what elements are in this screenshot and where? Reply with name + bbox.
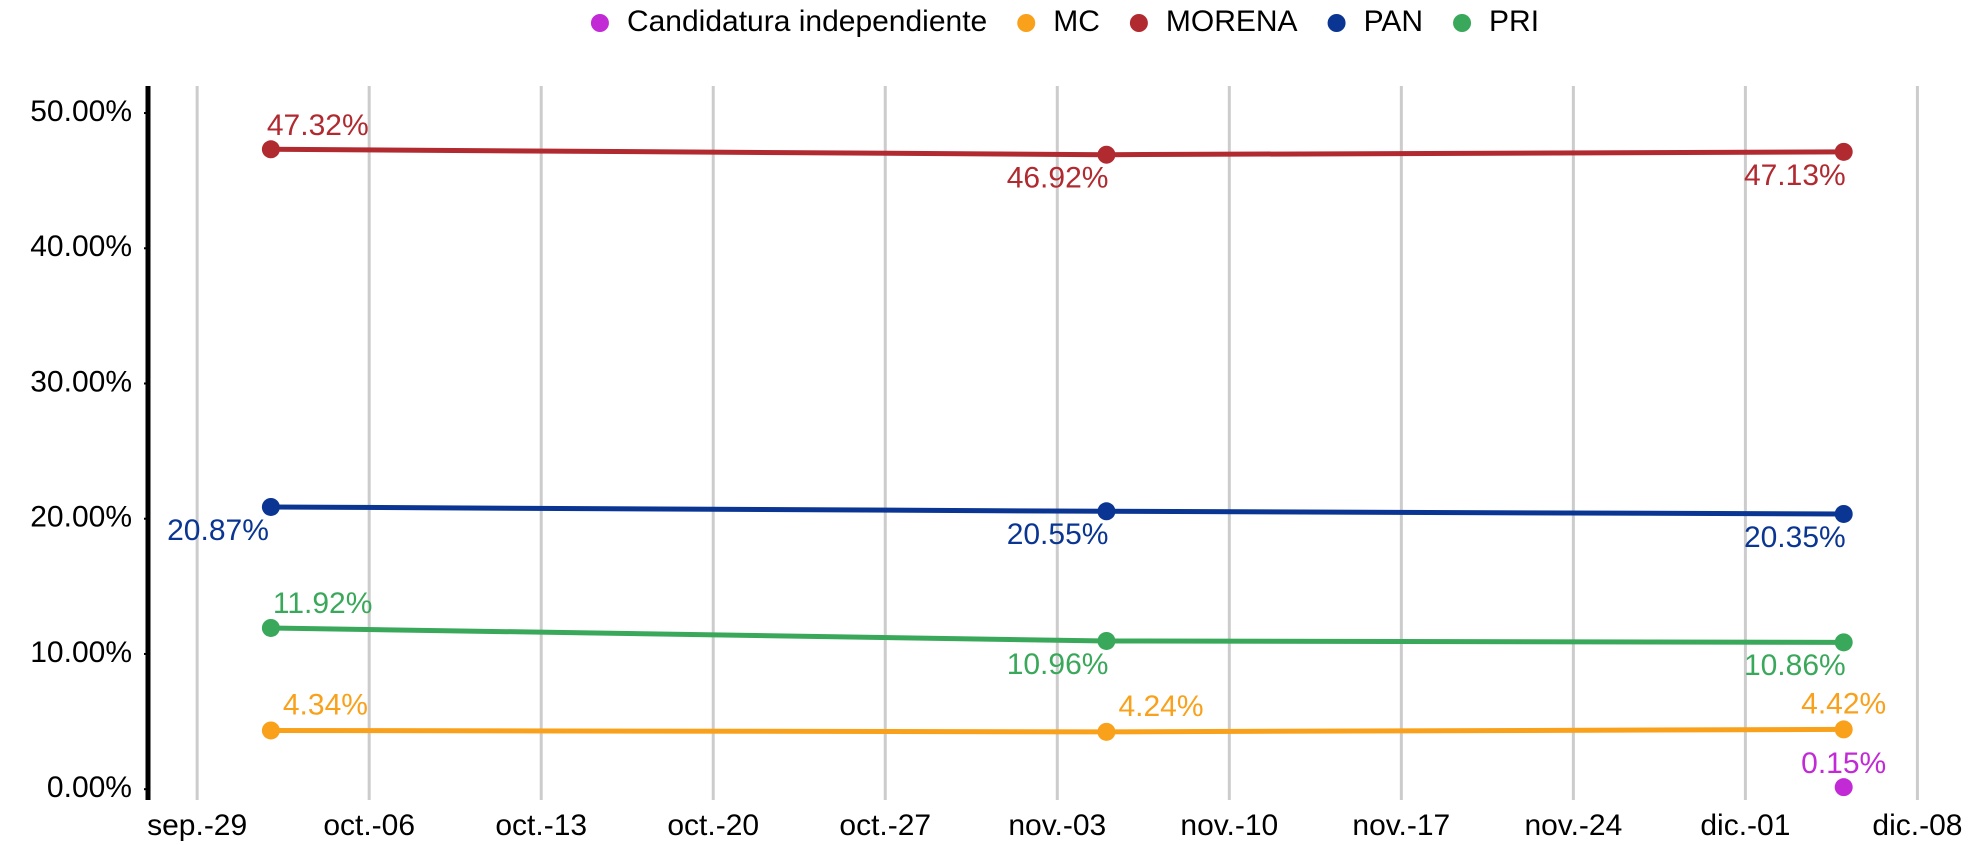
data-label: 4.24% — [1118, 690, 1203, 723]
data-label: 10.96% — [1007, 648, 1109, 681]
legend-label: MC — [1053, 5, 1100, 38]
legend-marker — [1453, 14, 1472, 32]
data-label: 11.92% — [273, 587, 373, 620]
data-label: 10.86% — [1744, 649, 1846, 682]
legend-label: MORENA — [1166, 5, 1298, 38]
data-label: 4.34% — [283, 688, 368, 721]
legend-label: Candidatura independiente — [627, 5, 987, 38]
point — [1097, 502, 1116, 521]
legend-marker — [590, 14, 609, 32]
point — [261, 721, 280, 740]
y-tick-label: 20.00% — [30, 501, 132, 534]
point — [1834, 504, 1853, 523]
data-label: 20.35% — [1744, 521, 1846, 554]
data-label: 4.42% — [1801, 687, 1886, 720]
line — [270, 726, 1844, 735]
point — [1097, 722, 1116, 741]
legend-marker — [1327, 14, 1346, 32]
point — [1834, 633, 1853, 652]
x-tick-label: sep.-29 — [147, 809, 247, 842]
x-tick-label: nov.-10 — [1180, 809, 1278, 842]
x-tick-label: nov.-17 — [1352, 809, 1450, 842]
y-tick-label: 0.00% — [47, 771, 132, 804]
x-tick-label: dic.-01 — [1700, 809, 1790, 842]
point — [1834, 778, 1853, 797]
y-tick-label: 30.00% — [30, 365, 132, 398]
x-tick-label: oct.-06 — [323, 809, 415, 842]
y-tick-label: 50.00% — [30, 95, 132, 128]
x-tick-label: nov.-24 — [1524, 809, 1622, 842]
legend-label: PAN — [1364, 5, 1423, 38]
legend-label: PRI — [1489, 5, 1539, 38]
y-tick-label: 40.00% — [30, 230, 132, 263]
point — [1097, 145, 1116, 164]
point — [261, 140, 280, 159]
point — [261, 497, 280, 516]
point — [1834, 720, 1853, 739]
x-tick-label: nov.-03 — [1008, 809, 1106, 842]
point — [1097, 631, 1116, 650]
data-label: 0.15% — [1801, 747, 1886, 780]
point — [1834, 142, 1853, 161]
data-label: 47.32% — [267, 109, 369, 142]
data-label: 20.55% — [1007, 518, 1109, 551]
x-tick-label: dic.-08 — [1872, 809, 1962, 842]
x-tick-label: oct.-13 — [495, 809, 587, 842]
legend: Candidatura independiente MC MORENA PAN PRI — [590, 5, 1539, 38]
point — [261, 618, 280, 637]
data-label: 20.87% — [167, 514, 269, 547]
x-tick-label: oct.-27 — [839, 809, 931, 842]
legend-marker — [1129, 14, 1148, 32]
x-tick-label: oct.-20 — [667, 809, 759, 842]
data-label: 47.13% — [1744, 159, 1846, 192]
data-label: 46.92% — [1007, 162, 1109, 195]
legend-marker — [1017, 14, 1036, 32]
y-tick-label: 10.00% — [30, 636, 132, 669]
